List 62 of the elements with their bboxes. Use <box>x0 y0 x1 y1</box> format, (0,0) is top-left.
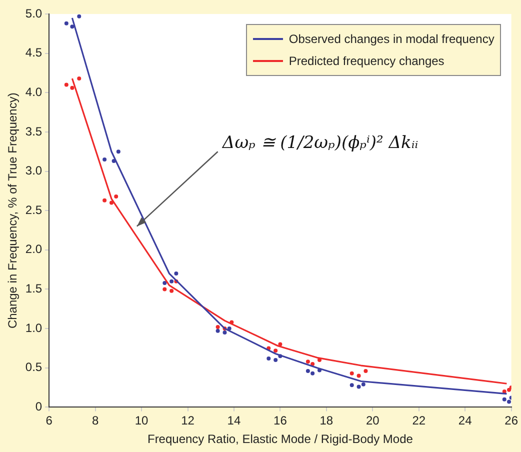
y-tick-label: 5.0 <box>25 6 42 20</box>
y-axis-title: Change in Frequency, % of True Frequency) <box>6 92 20 329</box>
point <box>274 348 278 353</box>
y-tick-label: 0 <box>35 400 42 414</box>
x-tick-label: 14 <box>227 414 241 428</box>
x-tick-label: 8 <box>92 414 99 428</box>
x-tick-label: 20 <box>366 414 380 428</box>
point <box>507 400 512 404</box>
point <box>64 82 68 87</box>
x-tick-label: 24 <box>458 414 472 428</box>
y-tick-label: 4.0 <box>25 84 42 99</box>
x-tick-label: 10 <box>134 414 149 428</box>
point <box>266 356 271 360</box>
x-tick-label: 16 <box>274 414 288 428</box>
y-tick-label: 3.5 <box>25 124 42 138</box>
point <box>64 21 68 26</box>
x-axis-title: Frequency Ratio, Elastic Mode / Rigid-Body Mode <box>147 432 414 446</box>
point <box>306 360 310 364</box>
point <box>102 157 107 162</box>
point <box>174 272 178 276</box>
point <box>350 383 354 388</box>
point <box>361 382 366 386</box>
annotation: Δωₚ ≅ (1/2ωₚ)(ϕₚⁱ)² Δkᵢᵢ <box>222 132 418 153</box>
point <box>114 194 118 198</box>
point <box>356 384 361 389</box>
point <box>170 279 174 284</box>
point <box>502 389 506 394</box>
point <box>350 371 354 376</box>
point <box>216 324 220 329</box>
y-tick-label: 0.5 <box>25 360 42 374</box>
point <box>77 14 82 18</box>
x-tick-label: 18 <box>320 414 334 428</box>
point <box>356 374 361 378</box>
point <box>102 198 107 202</box>
point <box>70 86 74 90</box>
point <box>77 76 82 80</box>
point <box>310 371 315 376</box>
point <box>170 288 174 293</box>
y-tick-label: 1.0 <box>25 320 42 335</box>
x-tick-label: 6 <box>46 414 53 428</box>
point <box>502 397 506 402</box>
y-tick-label: 3.0 <box>25 164 42 178</box>
legend-label: Observed changes in modal frequency <box>288 32 494 46</box>
point <box>364 369 368 374</box>
point <box>116 150 120 154</box>
x-tick-label: 12 <box>181 414 195 428</box>
point <box>162 280 167 285</box>
point <box>227 326 232 331</box>
y-tick-label: 2.5 <box>25 202 42 217</box>
x-tick-label: 22 <box>412 414 426 428</box>
y-tick-label: 4.5 <box>25 46 42 60</box>
point <box>306 369 310 374</box>
point <box>274 358 278 362</box>
y-tick-label: 1.5 <box>25 282 42 296</box>
x-tick-label: 26 <box>504 414 518 428</box>
point <box>70 24 74 29</box>
legend-label: Predicted frequency changes <box>288 54 444 68</box>
point <box>222 330 227 334</box>
point <box>109 200 114 205</box>
y-tick-label: 2.0 <box>25 242 42 256</box>
point <box>216 328 220 333</box>
point <box>162 287 167 292</box>
